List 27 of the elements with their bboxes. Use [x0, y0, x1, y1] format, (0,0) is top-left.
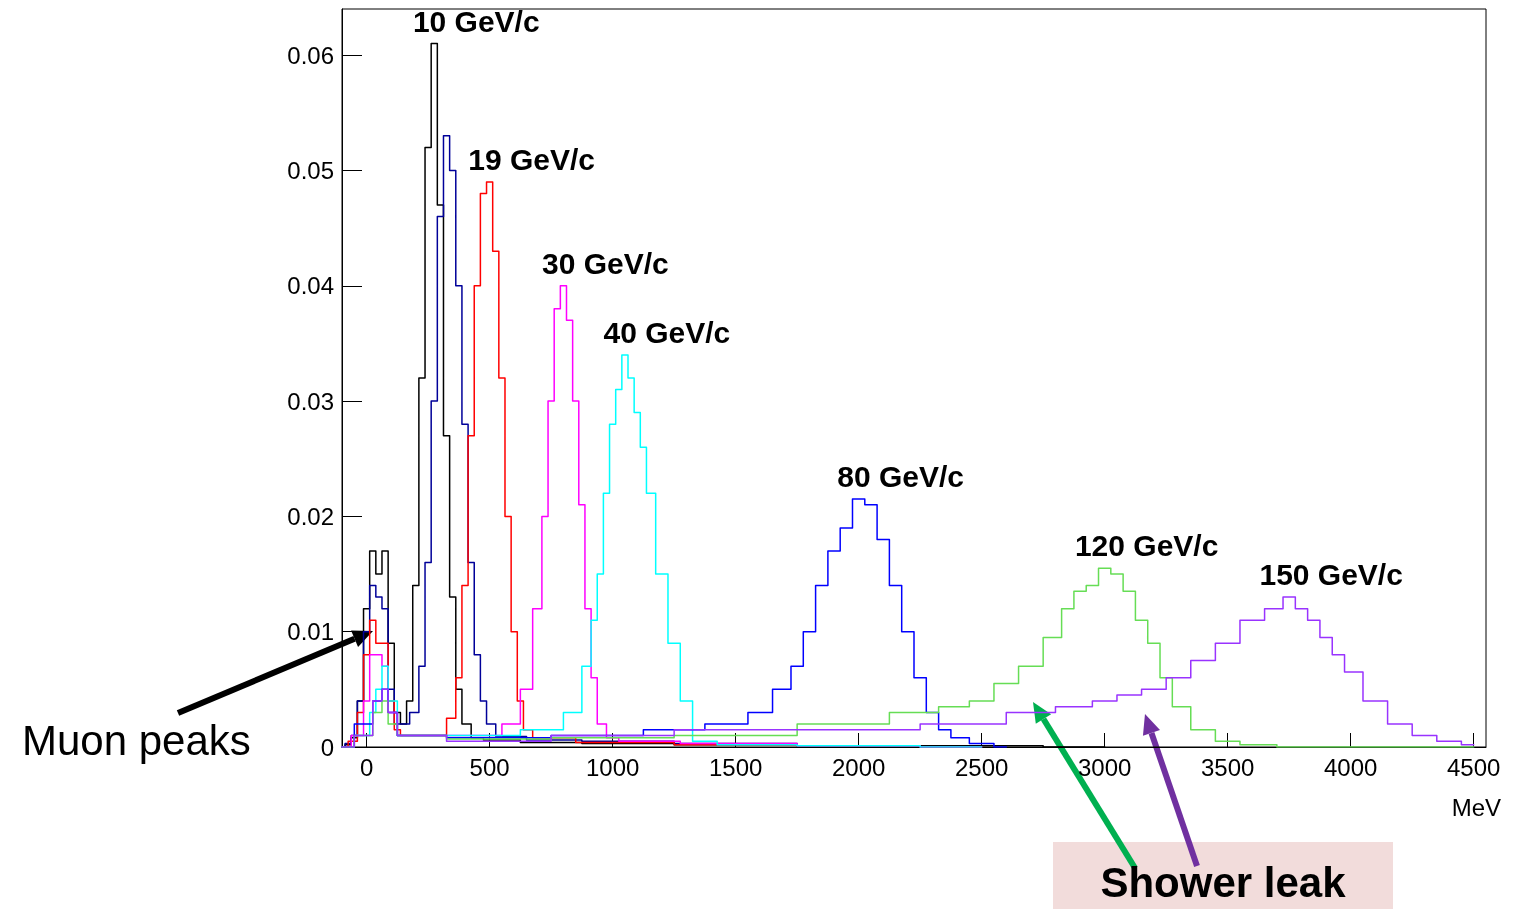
x-tick-label: 3000 [1077, 753, 1132, 781]
y-tick-label: 0.02 [287, 502, 334, 530]
x-tick-label: 3500 [1200, 753, 1255, 781]
annotation: 30 GeV/c [542, 246, 669, 280]
x-tick-label: 2500 [954, 753, 1009, 781]
annotation: 40 GeV/c [603, 315, 731, 349]
text: Shower leak [1100, 859, 1347, 906]
y-tick-label: 0.01 [287, 618, 334, 646]
annotation: 120 GeV/c [1074, 529, 1219, 563]
x-tick-label: 4000 [1323, 753, 1378, 781]
x-tick-label: 500 [469, 753, 510, 781]
annotation: 19 GeV/c [468, 142, 595, 176]
x-tick-label: 4500 [1447, 753, 1501, 781]
x-tick-label: 0 [359, 753, 374, 781]
annotation: 80 GeV/c [837, 460, 965, 494]
annotation: 10 GeV/c [412, 4, 540, 38]
y-tick-label: 0 [320, 733, 334, 761]
x-tick-label: 2000 [831, 753, 886, 781]
y-tick-label: 0.06 [287, 41, 334, 69]
x-tick-label: 1000 [585, 753, 640, 781]
x-tick-label: 1500 [708, 753, 763, 781]
x-axis-title: MeV [1451, 793, 1501, 821]
y-tick-label: 0.03 [287, 387, 334, 415]
y-tick-label: 0.04 [287, 272, 334, 300]
text: Muon peaks [22, 717, 251, 764]
annotation: 150 GeV/c [1259, 558, 1403, 592]
y-tick-label: 0.05 [287, 156, 334, 184]
